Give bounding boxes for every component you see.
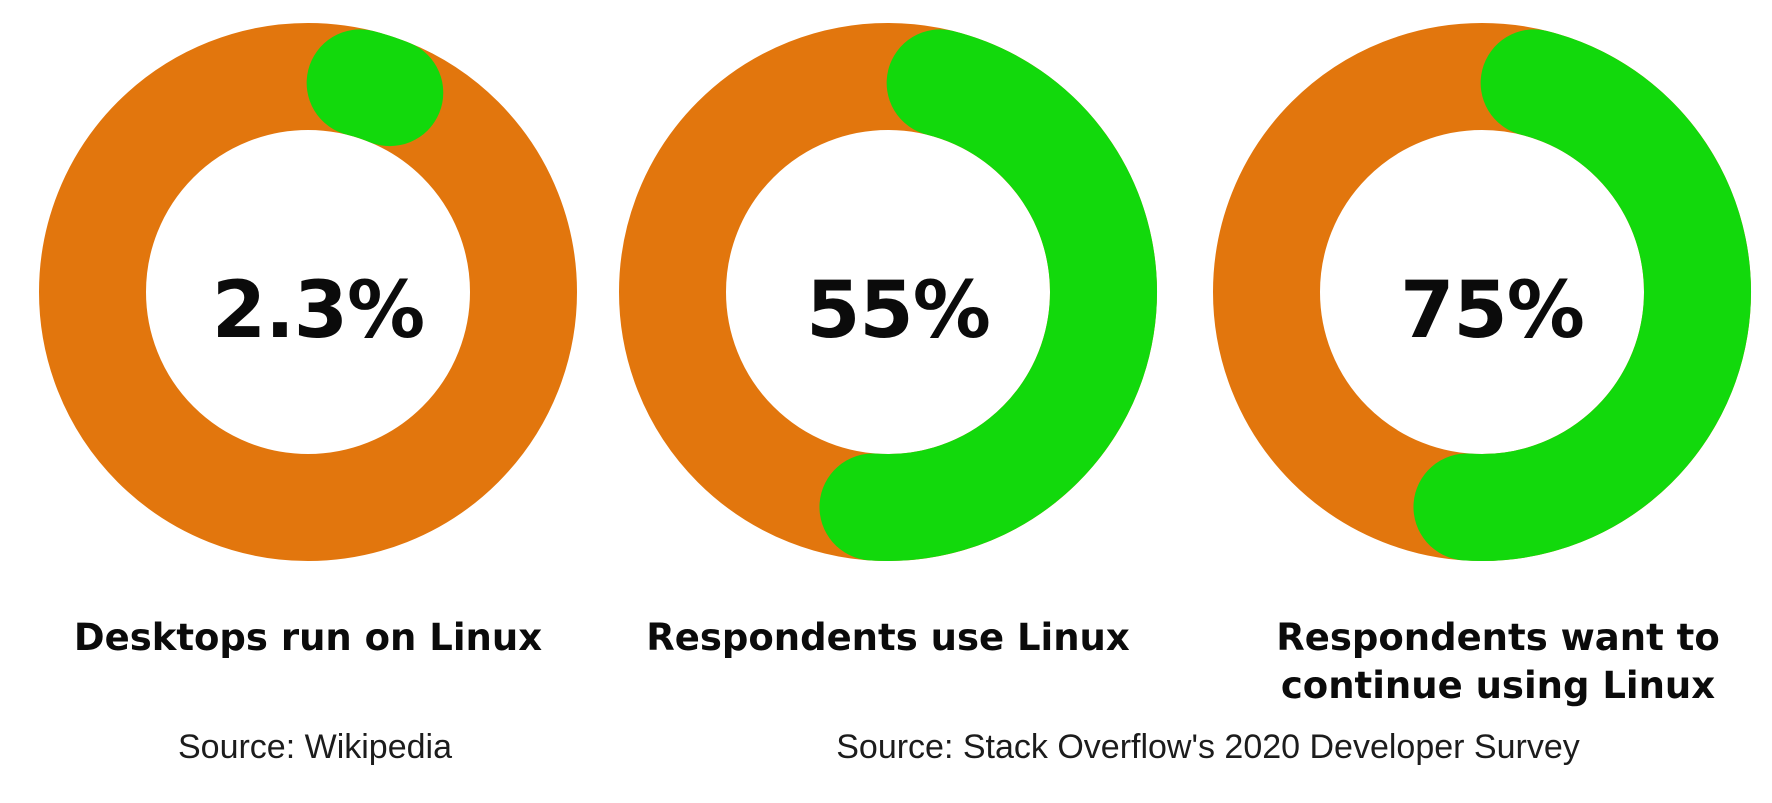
percentage-value-continue-linux: 75%: [1400, 266, 1585, 356]
ring-segment-linux: [1413, 29, 1751, 561]
chart-caption-desktops: Desktops run on Linux: [73, 616, 543, 659]
percentage-value-desktops: 2.3%: [211, 266, 425, 356]
donut-chart-continue-linux: [1213, 23, 1751, 561]
ring-segment-linux: [306, 29, 444, 147]
source-wikipedia: Source: Wikipedia: [177, 728, 453, 766]
percentage-value-use-linux: 55%: [806, 266, 991, 356]
source-stackoverflow-survey: Source: Stack Overflow's 2020 Developer …: [836, 728, 1580, 766]
chart-caption-continue-linux: Respondents want to continue using Linux: [1276, 616, 1720, 707]
ring-segment-linux: [819, 29, 1157, 561]
chart-caption-use-linux: Respondents use Linux: [646, 616, 1130, 659]
donut-chart-use-linux: [619, 23, 1157, 561]
donut-chart-desktops: [39, 23, 577, 561]
